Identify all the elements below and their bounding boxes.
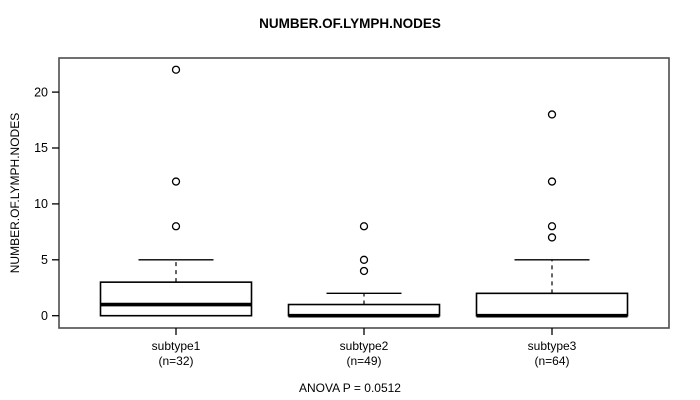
anova-p-value: ANOVA P = 0.0512 [299,381,401,395]
outlier-point [547,177,557,186]
outlier-point [171,177,181,186]
chart-title: NUMBER.OF.LYMPH.NODES [259,16,441,31]
y-axis-tick-label: 10 [34,197,48,211]
iqr-box [99,281,253,317]
x-axis-group-label: subtype2 (n=49) [340,339,389,368]
outlier-point [359,266,369,276]
outlier-point [547,222,557,231]
y-axis-tick-label: 15 [34,141,48,155]
outlier-point [547,110,557,119]
x-axis-group-label: subtype1 (n=32) [152,339,201,368]
outlier-point [547,233,557,242]
x-axis-group-label: subtype3 (n=64) [528,339,577,368]
outlier-point [171,65,181,74]
outlier-point [359,255,369,264]
y-axis-tick-label: 5 [41,253,48,267]
y-axis-tick-label: 20 [34,85,48,99]
outlier-point [359,222,369,231]
outlier-point [171,222,181,231]
iqr-box [475,292,629,317]
y-axis-tick-label: 0 [41,309,48,323]
